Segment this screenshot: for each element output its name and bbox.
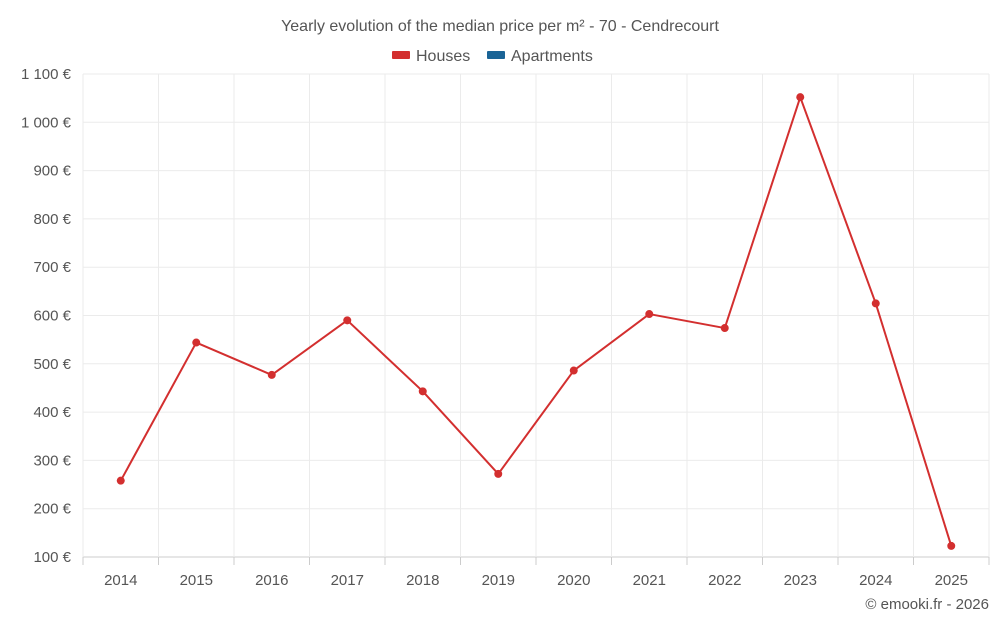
y-tick-label-7: 800 € [33, 211, 71, 228]
data-point-houses-2018[interactable] [418, 387, 427, 396]
series-line-houses [119, 96, 953, 547]
x-axis: 2014 2015 2016 2017 2018 2019 2020 2021 2022 2023… [82, 557, 990, 589]
data-point-houses-2020[interactable] [569, 366, 578, 375]
y-tick-label-2: 300 € [33, 452, 71, 469]
data-point-houses-2014[interactable] [116, 476, 125, 485]
x-tick-label-2018: 2018 [406, 572, 439, 589]
y-tick-label-6: 700 € [33, 259, 71, 276]
y-tick-label-0: 100 € [33, 549, 71, 566]
legend-item-houses[interactable]: Houses [392, 48, 470, 65]
data-point-houses-2024[interactable] [871, 299, 880, 308]
legend-label-apartments: Apartments [511, 48, 593, 65]
y-tick-label-10: 1 100 € [21, 66, 72, 83]
x-tick-label-2020: 2020 [557, 572, 590, 589]
y-tick-label-5: 600 € [33, 308, 71, 325]
chart-title: Yearly evolution of the median price per… [281, 18, 719, 35]
legend-label-houses: Houses [416, 48, 470, 65]
data-point-houses-2015[interactable] [192, 338, 201, 347]
data-point-houses-2016[interactable] [267, 370, 276, 379]
x-tick-label-2017: 2017 [331, 572, 364, 589]
data-point-houses-2025[interactable] [947, 541, 956, 550]
x-tick-label-2025: 2025 [935, 572, 968, 589]
x-tick-label-2019: 2019 [482, 572, 515, 589]
y-tick-label-4: 500 € [33, 356, 71, 373]
x-tick-label-2021: 2021 [633, 572, 666, 589]
x-tick-label-2024: 2024 [859, 572, 892, 589]
x-tick-label-2014: 2014 [104, 572, 137, 589]
grid [82, 73, 990, 558]
legend-swatch-houses [392, 51, 410, 59]
data-point-houses-2019[interactable] [494, 469, 503, 478]
x-tick-label-2016: 2016 [255, 572, 288, 589]
data-point-houses-2021[interactable] [645, 310, 654, 319]
data-point-houses-2022[interactable] [720, 324, 729, 333]
y-axis: 100 € 200 € 300 € 400 € 500 € 600 € 700 € 800 €… [21, 66, 72, 566]
series-houses [116, 93, 956, 550]
y-tick-label-9: 1 000 € [21, 114, 72, 131]
legend-swatch-apartments [487, 51, 505, 59]
x-tick-label-2015: 2015 [180, 572, 213, 589]
data-point-houses-2023[interactable] [796, 93, 805, 102]
credit-text: © emooki.fr - 2026 [865, 596, 989, 613]
y-tick-label-3: 400 € [33, 404, 71, 421]
x-tick-label-2023: 2023 [784, 572, 817, 589]
y-tick-label-1: 200 € [33, 501, 71, 518]
legend-item-apartments[interactable]: Apartments [487, 48, 593, 65]
x-tick-label-2022: 2022 [708, 572, 741, 589]
y-tick-label-8: 900 € [33, 163, 71, 180]
legend: Houses Apartments [392, 48, 593, 65]
data-point-houses-2017[interactable] [343, 316, 352, 325]
